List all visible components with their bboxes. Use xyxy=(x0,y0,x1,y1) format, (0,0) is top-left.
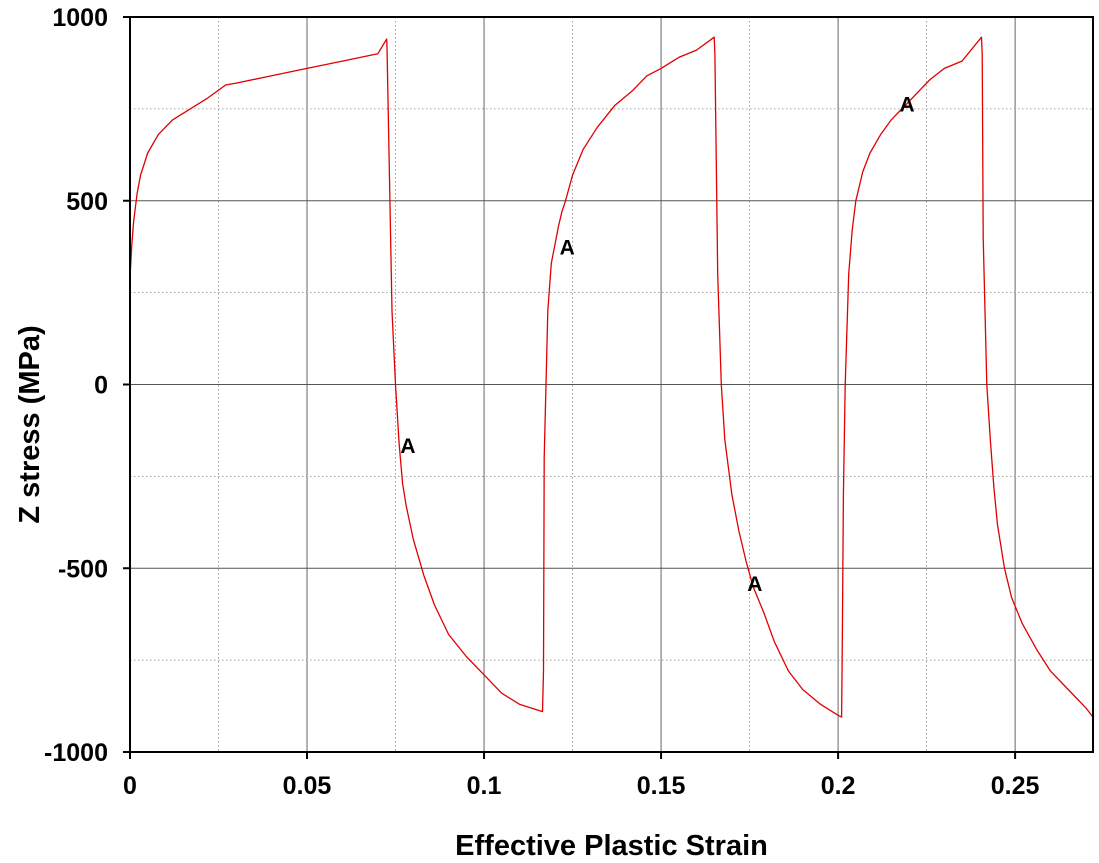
annotation-label: A xyxy=(560,237,575,260)
annotations: A A A A xyxy=(400,93,914,596)
y-tick-label: 500 xyxy=(66,188,108,216)
series-line-0 xyxy=(129,36,1094,718)
data-series xyxy=(129,36,1094,718)
y-tick-label: 0 xyxy=(94,372,108,400)
y-tick-label: 1000 xyxy=(52,4,108,32)
grid xyxy=(130,17,1093,752)
x-tick-label: 0.15 xyxy=(637,772,686,800)
x-tick-label: 0.05 xyxy=(283,772,332,800)
x-tick-label: 0.1 xyxy=(467,772,502,800)
y-axis-title: Z stress (MPa) xyxy=(14,325,46,523)
x-tick-label: 0.25 xyxy=(991,772,1040,800)
annotation-label: A xyxy=(900,93,915,116)
x-tick-label: 0.2 xyxy=(821,772,856,800)
axis-ticks: 0 0.05 0.1 0.15 0.2 0.25 1000 500 0 -500 -1000 xyxy=(44,4,1039,800)
y-tick-label: -1000 xyxy=(44,739,108,767)
x-axis-title: Effective Plastic Strain xyxy=(455,830,768,862)
annotation-label: A xyxy=(400,435,415,458)
y-tick-label: -500 xyxy=(58,555,108,583)
x-tick-label: 0 xyxy=(123,772,137,800)
annotation-label: A xyxy=(747,573,762,596)
